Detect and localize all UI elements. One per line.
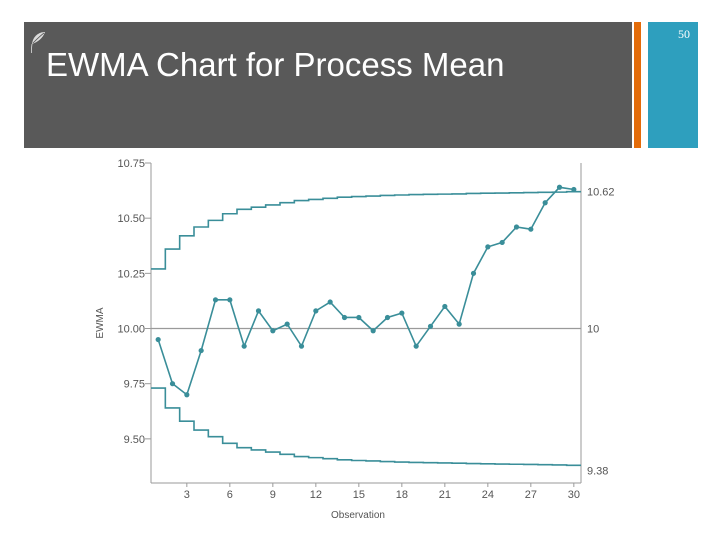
ewma-point: [499, 239, 505, 246]
ewma-point: [456, 321, 462, 327]
ewma-point: [155, 336, 161, 343]
ewma-point: [270, 328, 276, 334]
ewma-point: [184, 392, 190, 398]
side-accent-panel: [648, 22, 698, 148]
lcl-label: 9.38: [587, 465, 608, 477]
x-tick-label: 24: [482, 489, 494, 501]
orange-accent-bar: [634, 22, 641, 148]
ewma-point: [413, 343, 419, 349]
ewma-point: [169, 381, 176, 387]
page-number: 50: [678, 27, 690, 41]
x-tick-label: 27: [525, 489, 537, 501]
lcl-line: [151, 387, 581, 467]
y-tick-label: 10.50: [117, 213, 145, 225]
ewma-point: [370, 328, 376, 334]
ucl-line: [151, 190, 581, 270]
ewma-point: [341, 314, 348, 321]
ewma-point: [427, 323, 434, 329]
ewma-point: [255, 308, 262, 314]
y-tick-label: 10.75: [117, 158, 145, 170]
ewma-point: [198, 347, 204, 354]
ewma-series-line: [157, 186, 574, 397]
x-tick-label: 9: [270, 489, 276, 501]
ewma-point: [356, 314, 362, 321]
ewma-point: [212, 297, 219, 303]
x-tick-label: 30: [568, 489, 580, 501]
ewma-point: [241, 343, 247, 349]
ewma-point: [327, 299, 333, 305]
ewma-point: [227, 297, 233, 303]
ewma-point: [528, 226, 534, 232]
y-tick-label: 10.00: [117, 324, 145, 336]
x-tick-label: 12: [310, 489, 322, 501]
ewma-point: [399, 310, 405, 316]
x-tick-label: 15: [353, 489, 365, 501]
ewma-point: [485, 244, 491, 250]
ewma-point: [556, 184, 563, 190]
slide-title: EWMA Chart for Process Mean: [46, 46, 505, 83]
y-tick-label: 9.50: [124, 434, 145, 446]
ewma-point: [313, 308, 319, 314]
ewma-point: [542, 200, 548, 206]
x-tick-label: 18: [396, 489, 408, 501]
ewma-point: [384, 314, 391, 321]
y-tick-label: 10.25: [117, 268, 145, 280]
x-tick-label: 3: [184, 489, 190, 501]
x-axis-title: Observation: [331, 510, 385, 521]
ewma-point: [513, 224, 520, 230]
ewma-point: [571, 186, 577, 193]
ewma-point: [284, 321, 290, 327]
ewma-point: [470, 270, 477, 276]
ewma-point: [442, 303, 448, 310]
ewma-point: [298, 343, 305, 349]
y-tick-label: 9.75: [124, 379, 145, 391]
ucl-label: 10.62: [587, 187, 615, 199]
center-line-label: 10: [587, 324, 599, 336]
x-tick-label: 21: [439, 489, 451, 501]
header-band: [24, 22, 632, 148]
y-axis-title: EWMA: [95, 307, 106, 338]
x-tick-label: 6: [227, 489, 233, 501]
leaf-icon: [30, 32, 45, 54]
